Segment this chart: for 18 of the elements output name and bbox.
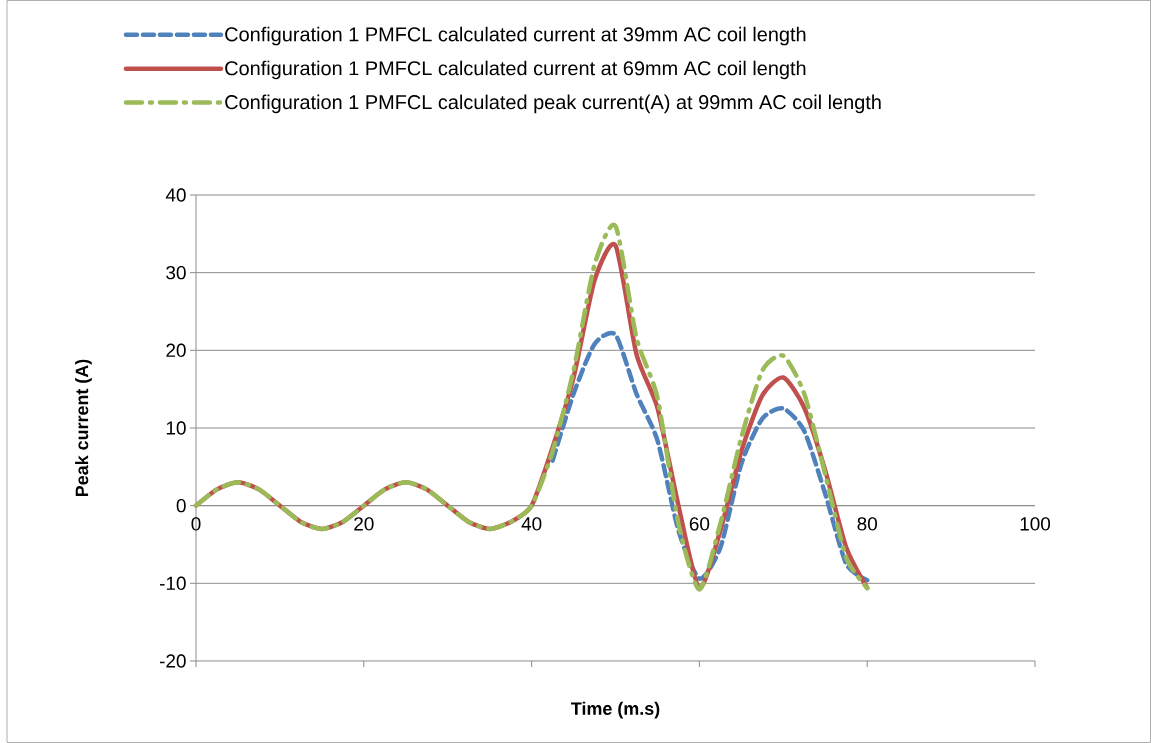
x-tick-label: 100 — [1020, 517, 1051, 531]
y-tick-label: 10 — [166, 421, 186, 435]
y-tick-label: -20 — [159, 654, 186, 668]
y-tick-label: -10 — [159, 576, 186, 591]
y-axis-title: Peak current (A) — [75, 359, 92, 497]
legend-label: Configuration 1 PMFCL calculated peak current(A) at 99mm AC coil length — [225, 94, 881, 114]
x-axis-title: Time (m.s) — [571, 701, 660, 719]
x-tick-label: 40 — [521, 517, 542, 531]
y-tick-label: 40 — [165, 188, 186, 202]
y-tick-label: 20 — [166, 343, 186, 358]
y-tick-label: 30 — [166, 265, 186, 280]
y-tick-label: 0 — [176, 498, 186, 513]
legend-label: Configuration 1 PMFCL calculated current at 39mm AC coil length — [225, 26, 806, 46]
legend-label: Configuration 1 PMFCL calculated current at 69mm AC coil length — [225, 60, 806, 80]
x-tick-label: 0 — [191, 517, 201, 531]
x-tick-label: 80 — [857, 517, 877, 531]
x-tick-label: 60 — [689, 517, 710, 531]
x-tick-label: 20 — [354, 517, 374, 531]
